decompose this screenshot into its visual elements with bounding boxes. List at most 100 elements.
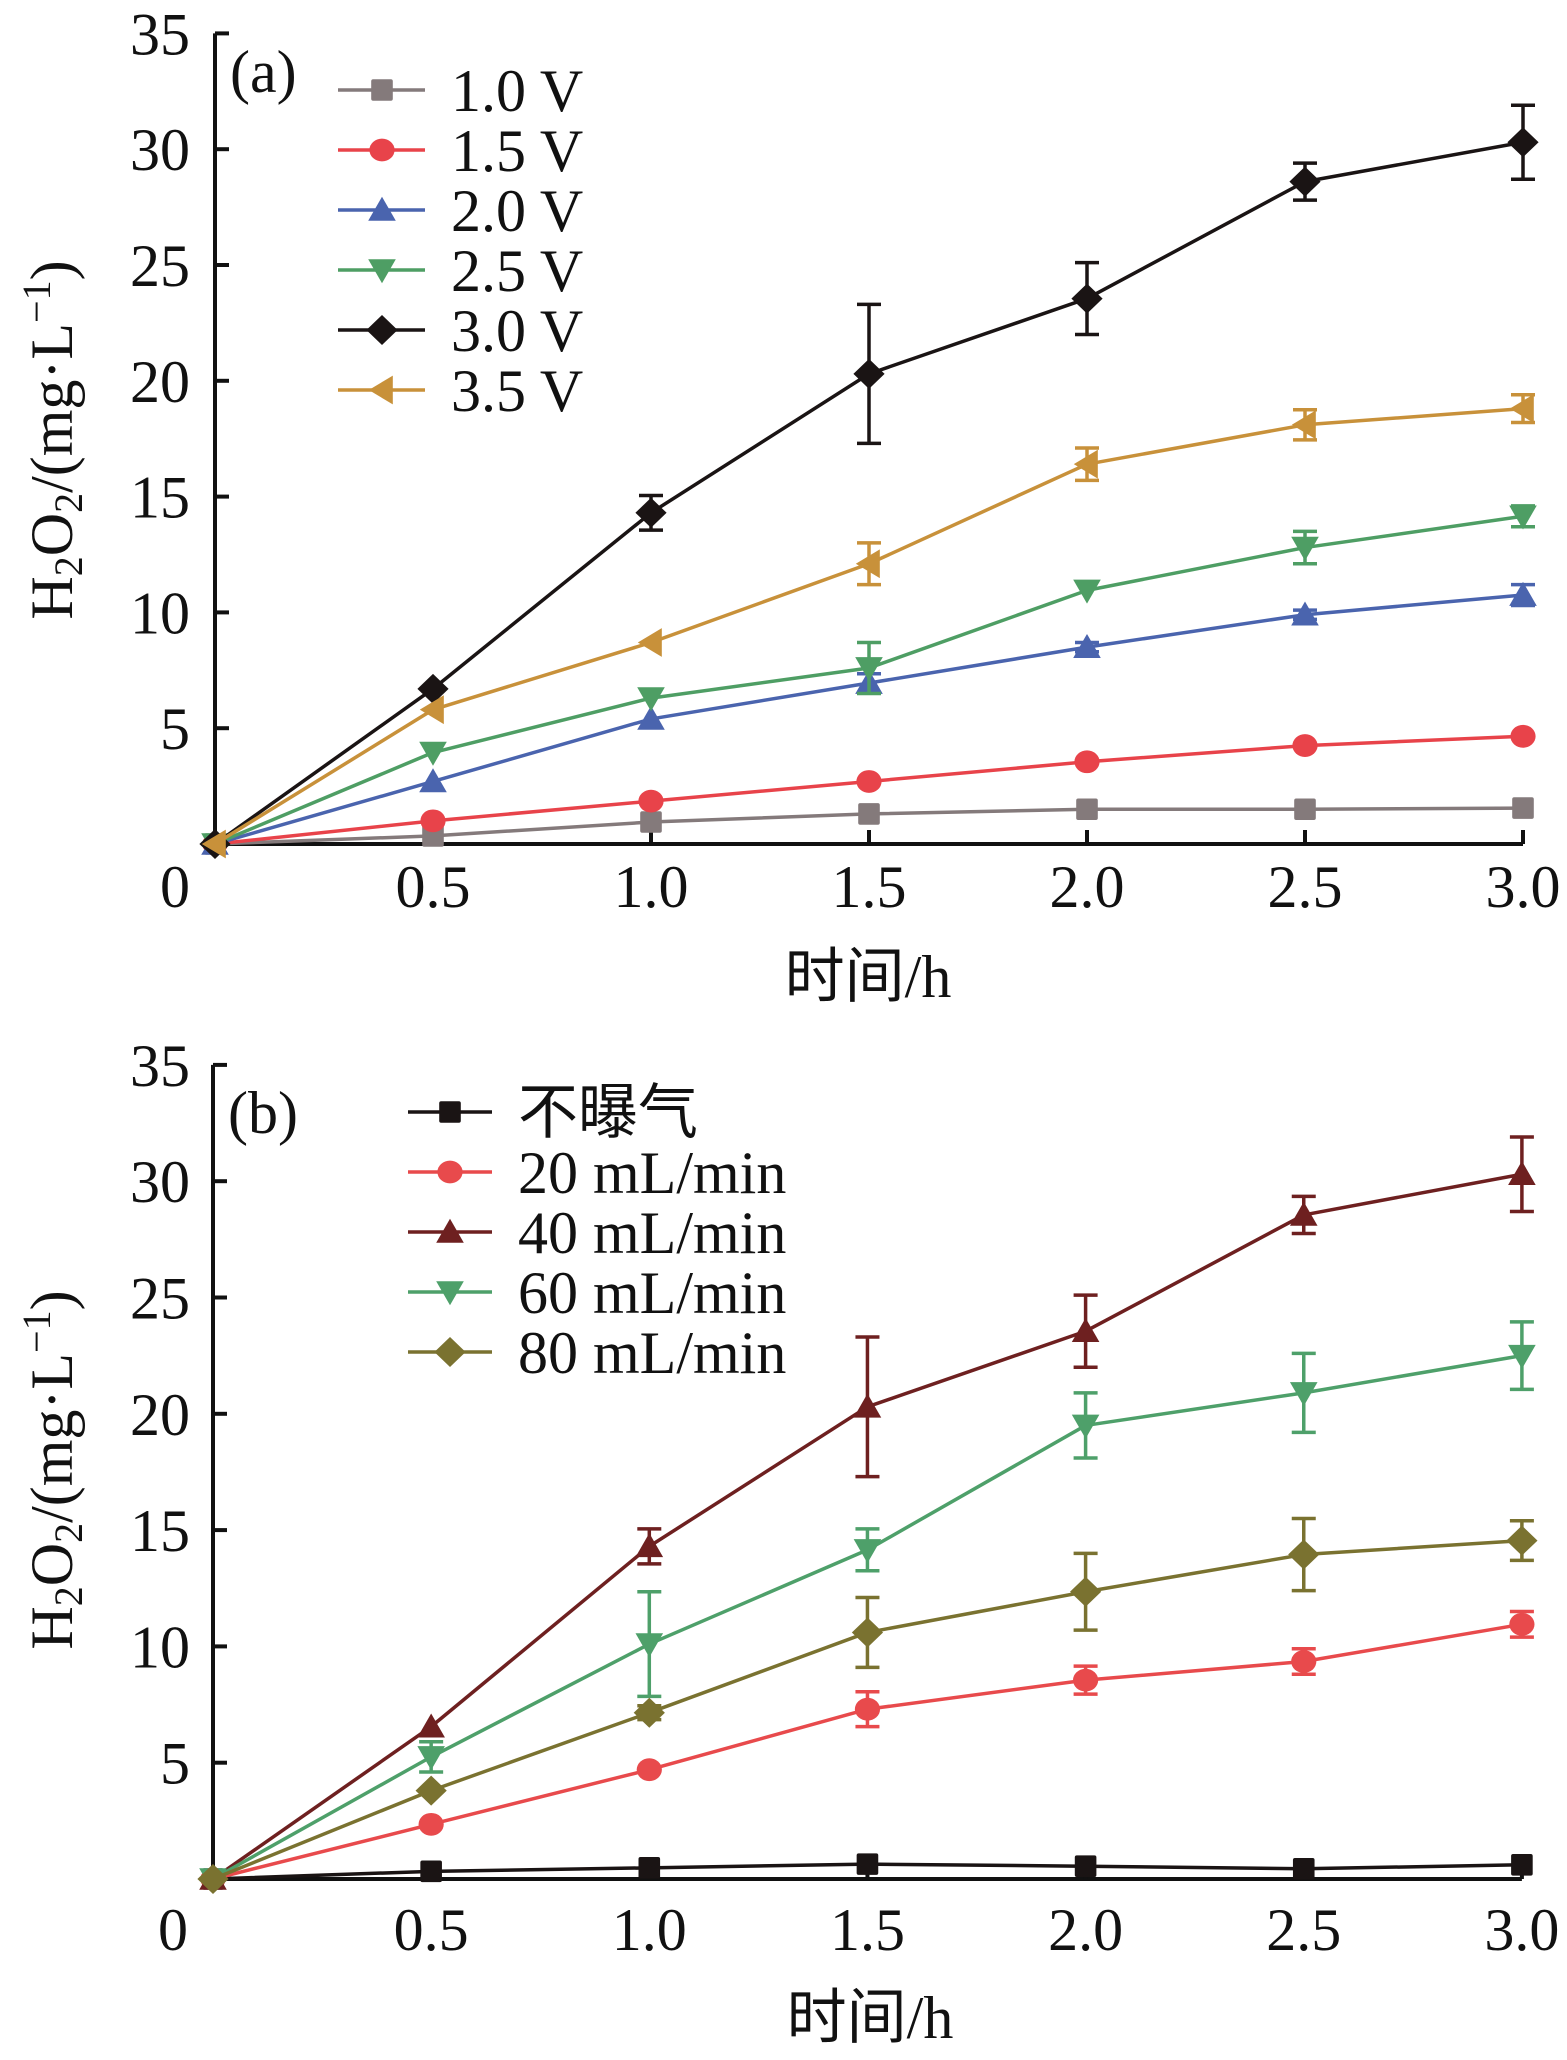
y-axis-title-part: −1 xyxy=(14,1310,59,1353)
y-axis-title: H2O2/(mg·L−1) xyxy=(14,1290,91,1649)
diamond-marker xyxy=(366,315,398,345)
circle-marker xyxy=(420,809,446,833)
y-tick-label: 5 xyxy=(160,1731,190,1797)
triangle-down-marker xyxy=(1291,536,1319,561)
triangle-up-marker xyxy=(1071,1318,1100,1343)
diamond-marker xyxy=(434,1337,466,1367)
x-tick-label: 0.5 xyxy=(396,854,471,920)
circle-marker xyxy=(856,770,882,793)
triangle-down-marker xyxy=(368,259,396,284)
triangle-down-marker xyxy=(855,657,883,682)
y-axis-title-part: /(mg·L xyxy=(19,323,85,493)
diamond-marker xyxy=(415,1775,447,1806)
triangle-left-marker xyxy=(1073,449,1098,479)
y-axis-title-part: 2 xyxy=(46,1586,91,1606)
y-tick-label: 15 xyxy=(130,465,190,531)
series-1 xyxy=(200,1609,1535,1891)
diamond-marker xyxy=(417,673,449,704)
y-tick-label: 10 xyxy=(130,1614,190,1680)
triangle-down-marker xyxy=(637,687,665,712)
y-axis-title-part: 2 xyxy=(46,493,91,513)
x-axis-title: 时间/h xyxy=(787,1985,954,2051)
legend-item: 80 mL/min xyxy=(408,1320,786,1386)
y-axis-title-part: ) xyxy=(19,260,85,280)
diamond-marker xyxy=(635,497,667,528)
x-tick-label: 2.5 xyxy=(1266,1897,1341,1963)
x-tick-label: 1.0 xyxy=(612,1897,687,1963)
y-axis-title-part: H xyxy=(19,576,85,619)
triangle-up-marker xyxy=(637,705,665,730)
square-marker xyxy=(371,79,393,101)
x-tick-label: 1.0 xyxy=(614,854,689,920)
y-axis-title: H2O2/(mg·L−1) xyxy=(14,260,91,619)
triangle-up-marker xyxy=(417,1713,445,1738)
legend-label: 2.5 V xyxy=(451,238,583,304)
diamond-marker xyxy=(1507,127,1539,158)
triangle-up-marker xyxy=(1289,1201,1318,1226)
triangle-left-marker xyxy=(1291,410,1316,440)
y-tick-label: 30 xyxy=(130,1149,190,1215)
square-marker xyxy=(439,1101,461,1123)
x-tick-label: 1.5 xyxy=(830,1897,905,1963)
triangle-down-marker xyxy=(417,1746,445,1771)
panel-label: (b) xyxy=(228,1080,298,1146)
y-axis-title-part: O xyxy=(19,1543,85,1586)
origin-label: 0 xyxy=(160,854,190,920)
diamond-marker xyxy=(633,1697,665,1728)
series-0 xyxy=(204,797,1534,855)
triangle-up-marker xyxy=(436,1218,464,1243)
triangle-down-marker xyxy=(419,741,447,766)
circle-marker xyxy=(636,1758,662,1782)
y-axis-title-part: −1 xyxy=(14,280,59,323)
diamond-marker xyxy=(1506,1525,1538,1556)
legend-item: 3.0 V xyxy=(338,298,583,364)
series-4 xyxy=(197,1516,1538,1894)
triangle-left-marker xyxy=(1509,394,1534,423)
x-tick-label: 3.0 xyxy=(1486,854,1561,920)
triangle-up-marker xyxy=(419,768,447,793)
legend-label: 40 mL/min xyxy=(518,1200,786,1266)
legend-item: 20 mL/min xyxy=(408,1140,786,1206)
y-tick-label: 25 xyxy=(130,1266,190,1332)
circle-marker xyxy=(1509,1612,1535,1636)
legend-item: 不曝气 xyxy=(408,1080,698,1146)
legend-item: 60 mL/min xyxy=(408,1260,786,1326)
square-marker xyxy=(640,811,662,833)
legend-label: 1.0 V xyxy=(451,58,583,124)
y-axis-title-part: 2 xyxy=(46,556,91,576)
y-tick-label: 35 xyxy=(130,1,190,67)
series-line xyxy=(211,1172,1523,1881)
series-5 xyxy=(201,392,1535,859)
legend-item: 1.5 V xyxy=(338,118,583,184)
series-0 xyxy=(202,1853,1533,1890)
legend-label: 80 mL/min xyxy=(518,1320,786,1386)
circle-marker xyxy=(854,1697,881,1721)
triangle-down-marker xyxy=(635,1633,664,1658)
square-marker xyxy=(1512,797,1534,819)
triangle-left-marker xyxy=(637,628,662,657)
square-marker xyxy=(420,1860,442,1883)
y-tick-label: 35 xyxy=(130,1033,190,1099)
legend-label: 1.5 V xyxy=(451,118,583,184)
y-axis-title-part: ) xyxy=(19,1290,85,1310)
x-tick-label: 2.0 xyxy=(1048,1897,1123,1963)
triangle-up-marker xyxy=(853,1393,882,1418)
circle-marker xyxy=(418,1812,444,1836)
triangle-down-marker xyxy=(1509,505,1537,530)
square-marker xyxy=(856,1853,879,1875)
square-marker xyxy=(858,803,880,825)
square-marker xyxy=(1292,1857,1315,1880)
diamond-marker xyxy=(1071,283,1103,314)
y-tick-label: 20 xyxy=(130,349,190,415)
diamond-marker xyxy=(197,1864,229,1894)
legend-label: 3.5 V xyxy=(451,358,583,424)
legend-label: 60 mL/min xyxy=(518,1260,786,1326)
y-tick-label: 10 xyxy=(130,580,190,646)
legend-item: 40 mL/min xyxy=(408,1200,786,1266)
diamond-marker xyxy=(853,358,885,389)
triangle-down-marker xyxy=(1071,1414,1100,1439)
circle-marker xyxy=(369,138,395,162)
square-marker xyxy=(1076,798,1098,821)
y-tick-label: 15 xyxy=(130,1498,190,1564)
